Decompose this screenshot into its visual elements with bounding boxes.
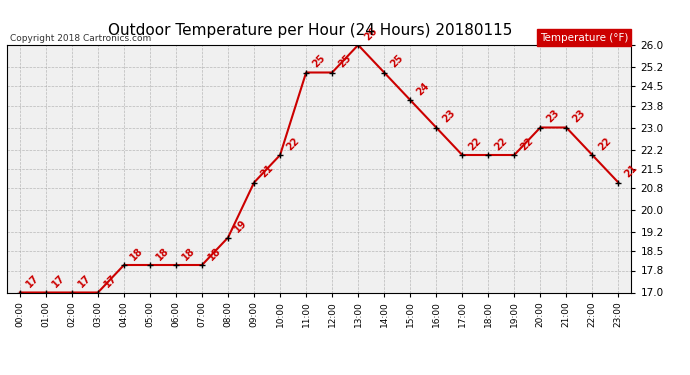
Text: 19: 19 bbox=[233, 218, 249, 235]
Text: 18: 18 bbox=[154, 246, 171, 262]
Text: 17: 17 bbox=[102, 273, 119, 290]
Text: 25: 25 bbox=[336, 53, 353, 70]
Text: 22: 22 bbox=[596, 136, 613, 152]
Text: 17: 17 bbox=[76, 273, 92, 290]
Text: 22: 22 bbox=[493, 136, 509, 152]
Text: 23: 23 bbox=[544, 108, 561, 125]
Text: Copyright 2018 Cartronics.com: Copyright 2018 Cartronics.com bbox=[10, 34, 152, 43]
Text: 25: 25 bbox=[310, 53, 327, 70]
Text: 18: 18 bbox=[180, 246, 197, 262]
Text: 22: 22 bbox=[284, 136, 301, 152]
Text: 24: 24 bbox=[415, 81, 431, 97]
Text: Outdoor Temperature per Hour (24 Hours) 20180115: Outdoor Temperature per Hour (24 Hours) … bbox=[108, 22, 513, 38]
Text: Temperature (°F): Temperature (°F) bbox=[540, 33, 628, 42]
Text: 21: 21 bbox=[258, 163, 275, 180]
Text: 21: 21 bbox=[622, 163, 639, 180]
Text: 23: 23 bbox=[571, 108, 587, 125]
Text: 23: 23 bbox=[440, 108, 457, 125]
Text: 22: 22 bbox=[518, 136, 535, 152]
Text: 26: 26 bbox=[362, 26, 379, 42]
Text: 25: 25 bbox=[388, 53, 405, 70]
Text: 18: 18 bbox=[128, 246, 145, 262]
Text: 22: 22 bbox=[466, 136, 483, 152]
Text: 18: 18 bbox=[206, 246, 223, 262]
Text: 17: 17 bbox=[24, 273, 41, 290]
Text: 17: 17 bbox=[50, 273, 67, 290]
